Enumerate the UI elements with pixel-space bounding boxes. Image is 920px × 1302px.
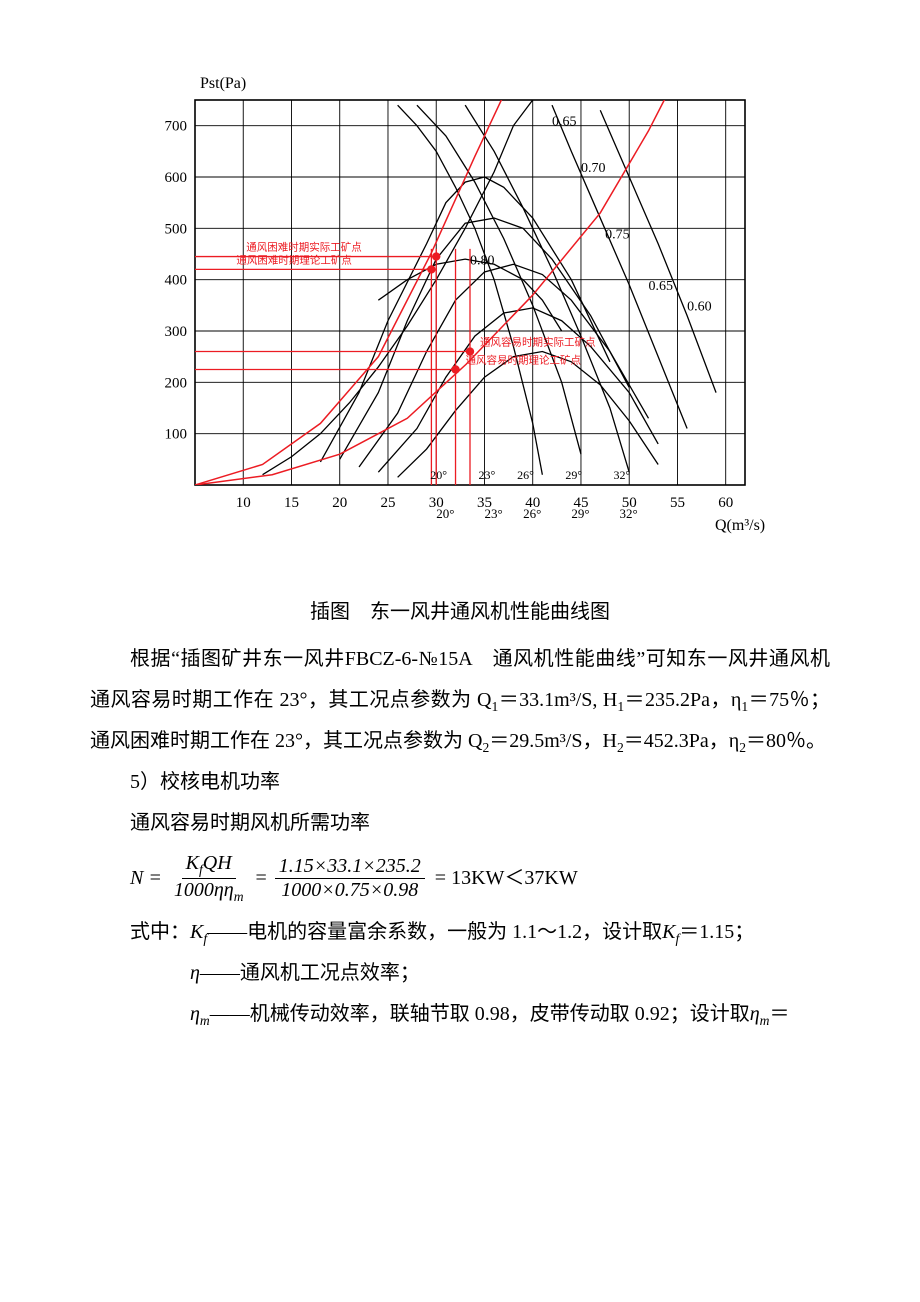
svg-text:0.65: 0.65 [649,279,674,294]
svg-text:32°: 32° [620,506,638,521]
svg-text:通风困难时期理论工矿点: 通风困难时期理论工矿点 [236,253,352,266]
fan-performance-chart: 1002003004005006007001015202530354045505… [140,70,780,560]
svg-text:0.60: 0.60 [687,299,712,314]
paragraph-6: ηm——机械传动效率，联轴节取 0.98，皮带传动取 0.92；设计取ηm＝ [90,994,830,1035]
svg-text:500: 500 [165,221,188,237]
svg-text:20: 20 [332,495,347,511]
body-text: 根据“插图矿井东一风井FBCZ-6-№15A 通风机性能曲线”可知东一风井通风机… [90,639,830,1035]
svg-text:Pst(Pa): Pst(Pa) [200,75,246,92]
svg-text:26°: 26° [517,468,534,482]
paragraph-4: 式中：Kf——电机的容量富余系数，一般为 1.1～1.2，设计取Kf＝1.15； [90,912,830,953]
svg-text:32°: 32° [614,468,631,482]
svg-text:200: 200 [165,375,188,391]
svg-text:60: 60 [718,495,733,511]
svg-text:通风困难时期实际工矿点: 通风困难时期实际工矿点 [246,241,362,254]
svg-text:29°: 29° [571,506,589,521]
svg-text:100: 100 [165,427,188,443]
svg-text:26°: 26° [523,506,541,521]
svg-text:55: 55 [670,495,685,511]
svg-text:700: 700 [165,119,188,135]
svg-text:600: 600 [165,170,188,186]
svg-text:23°: 23° [484,506,502,521]
svg-text:0.70: 0.70 [581,161,606,176]
svg-text:通风容易时期实际工矿点: 通风容易时期实际工矿点 [480,336,596,349]
svg-text:10: 10 [236,495,251,511]
svg-text:15: 15 [284,495,299,511]
svg-text:0.80: 0.80 [470,253,495,268]
svg-text:20°: 20° [436,506,454,521]
svg-text:25: 25 [380,495,395,511]
paragraph-3: 通风容易时期风机所需功率 [90,803,830,844]
svg-text:通风容易时期理论工矿点: 通风容易时期理论工矿点 [466,354,582,367]
paragraph-1: 根据“插图矿井东一风井FBCZ-6-№15A 通风机性能曲线”可知东一风井通风机… [90,639,830,762]
svg-text:400: 400 [165,273,188,289]
paragraph-5: η——通风机工况点效率； [90,953,830,994]
power-formula: N = KfQH 1000ηηm = 1.15×33.1×235.2 1000×… [130,852,830,904]
svg-text:23°: 23° [478,468,495,482]
svg-text:300: 300 [165,324,188,340]
svg-text:29°: 29° [565,468,582,482]
svg-text:Q(m³/s): Q(m³/s) [715,517,765,534]
svg-text:20°: 20° [430,468,447,482]
svg-text:0.65: 0.65 [552,115,577,130]
svg-text:0.75: 0.75 [605,228,630,243]
paragraph-2: 5）校核电机功率 [90,762,830,803]
chart-caption: 插图 东一风井通风机性能曲线图 [90,595,830,624]
